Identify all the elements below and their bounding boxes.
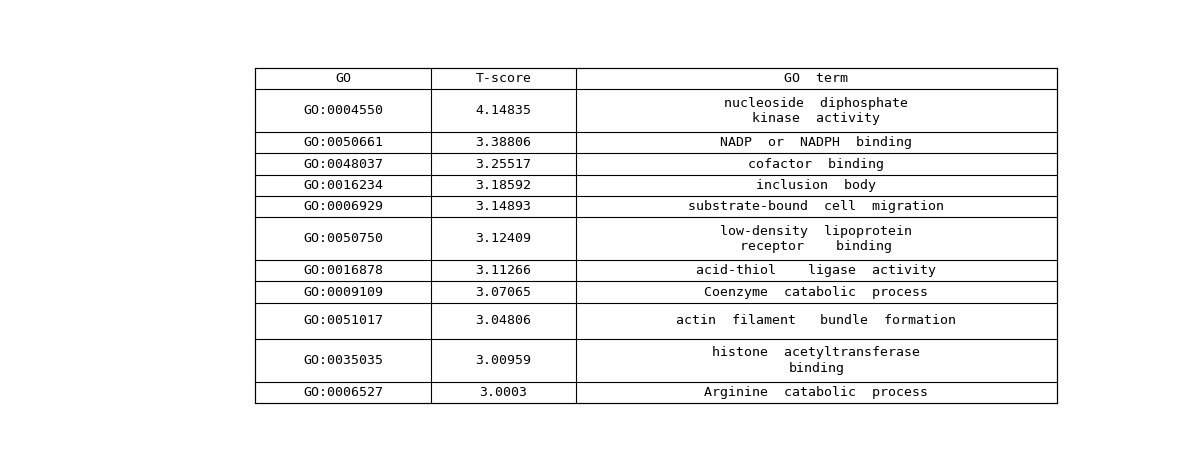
- Bar: [255, 68, 1057, 403]
- Text: GO:0050661: GO:0050661: [303, 136, 383, 149]
- Text: GO:0048037: GO:0048037: [303, 157, 383, 170]
- Text: Coenzyme  catabolic  process: Coenzyme catabolic process: [704, 286, 928, 299]
- Text: GO:0051017: GO:0051017: [303, 314, 383, 327]
- Text: GO:0006527: GO:0006527: [303, 386, 383, 399]
- Text: 3.38806: 3.38806: [476, 136, 532, 149]
- Text: 3.00959: 3.00959: [476, 354, 532, 367]
- Text: kinase  activity: kinase activity: [752, 112, 881, 125]
- Text: 3.07065: 3.07065: [476, 286, 532, 299]
- Text: inclusion  body: inclusion body: [757, 179, 877, 192]
- Text: 3.04806: 3.04806: [476, 314, 532, 327]
- Text: 3.0003: 3.0003: [480, 386, 527, 399]
- Text: Arginine  catabolic  process: Arginine catabolic process: [704, 386, 928, 399]
- Text: nucleoside  diphosphate: nucleoside diphosphate: [725, 97, 908, 110]
- Text: GO:0016878: GO:0016878: [303, 264, 383, 277]
- Text: binding: binding: [789, 362, 845, 375]
- Text: cofactor  binding: cofactor binding: [749, 157, 884, 170]
- Text: substrate-bound  cell  migration: substrate-bound cell migration: [689, 200, 945, 213]
- Text: GO  term: GO term: [784, 72, 848, 85]
- Text: T-score: T-score: [476, 72, 532, 85]
- Text: 3.25517: 3.25517: [476, 157, 532, 170]
- Text: GO:0009109: GO:0009109: [303, 286, 383, 299]
- Text: actin  filament   bundle  formation: actin filament bundle formation: [676, 314, 957, 327]
- Text: GO:0050750: GO:0050750: [303, 232, 383, 245]
- Text: NADP  or  NADPH  binding: NADP or NADPH binding: [720, 136, 913, 149]
- Text: GO: GO: [336, 72, 351, 85]
- Text: histone  acetyltransferase: histone acetyltransferase: [713, 346, 920, 359]
- Text: 3.18592: 3.18592: [476, 179, 532, 192]
- Text: GO:0016234: GO:0016234: [303, 179, 383, 192]
- Text: receptor    binding: receptor binding: [740, 240, 892, 253]
- Text: 3.12409: 3.12409: [476, 232, 532, 245]
- Text: low-density  lipoprotein: low-density lipoprotein: [720, 225, 913, 238]
- Text: 3.11266: 3.11266: [476, 264, 532, 277]
- Text: GO:0006929: GO:0006929: [303, 200, 383, 213]
- Text: GO:0035035: GO:0035035: [303, 354, 383, 367]
- Text: acid-thiol    ligase  activity: acid-thiol ligase activity: [696, 264, 937, 277]
- Text: 3.14893: 3.14893: [476, 200, 532, 213]
- Text: 4.14835: 4.14835: [476, 104, 532, 117]
- Text: GO:0004550: GO:0004550: [303, 104, 383, 117]
